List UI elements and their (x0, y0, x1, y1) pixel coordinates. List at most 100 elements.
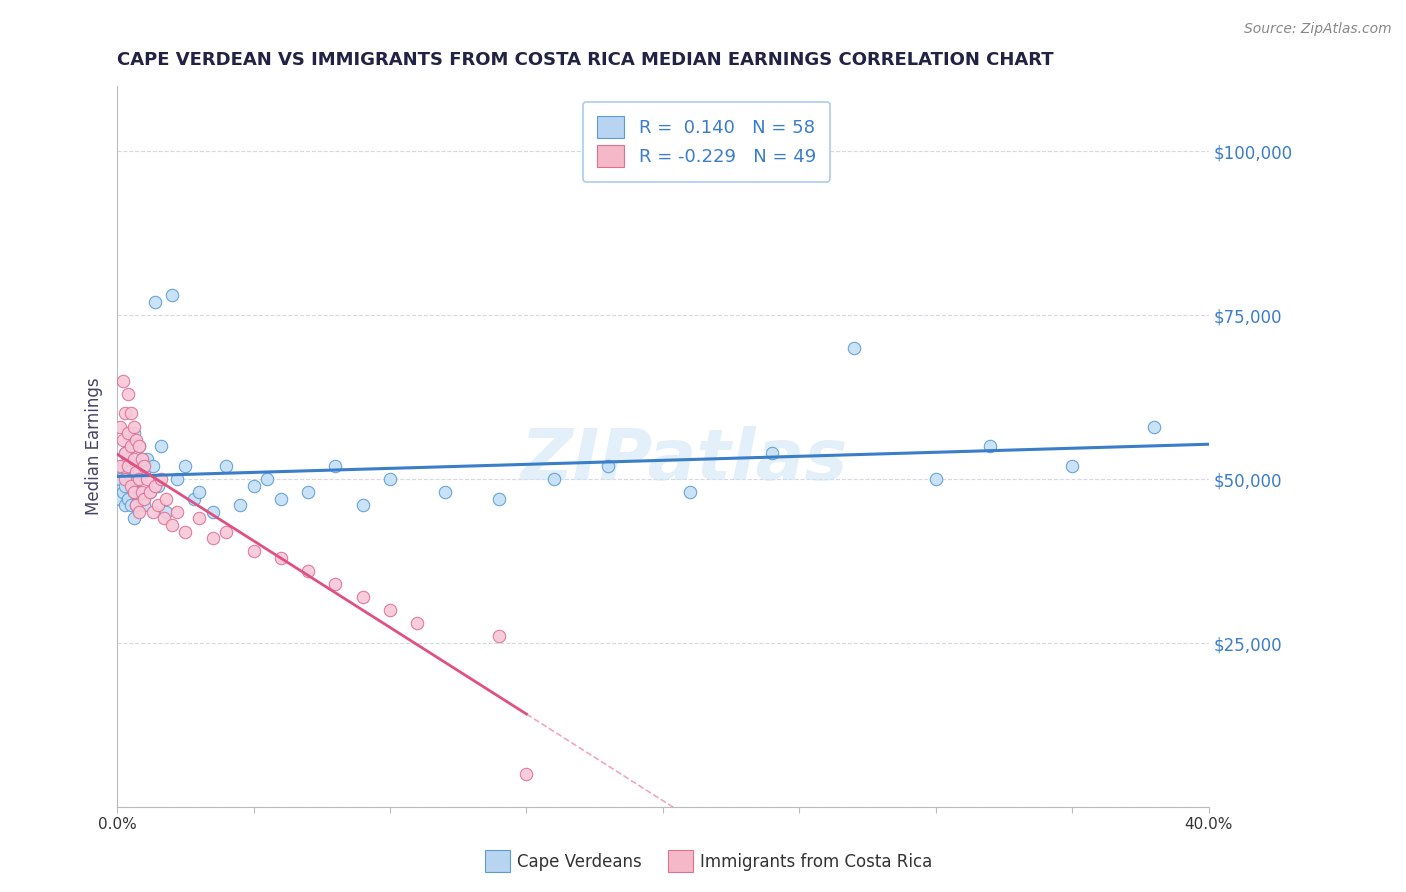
Point (166, 505, 188, 519)
Point (488, 630, 510, 644)
Point (378, 472, 401, 486)
Point (134, 491, 156, 506)
Point (117, 491, 139, 506)
Text: CAPE VERDEAN VS IMMIGRANTS FROM COSTA RICA MEDIAN EARNINGS CORRELATION CHART: CAPE VERDEAN VS IMMIGRANTS FROM COSTA RI… (117, 51, 1054, 69)
Text: Immigrants from Costa Rica: Immigrants from Costa Rica (700, 853, 932, 871)
Point (188, 511, 211, 525)
Point (215, 524, 238, 539)
Point (131, 485, 153, 500)
Point (270, 550, 292, 565)
Point (149, 439, 172, 453)
Point (139, 485, 162, 500)
Point (155, 491, 177, 506)
Point (117, 426, 139, 441)
Point (152, 511, 174, 525)
Point (111, 433, 134, 447)
Point (160, 288, 183, 302)
Point (761, 446, 783, 460)
Point (134, 466, 156, 480)
Point (201, 531, 224, 545)
Point (142, 505, 165, 519)
Point (128, 485, 150, 500)
Point (136, 452, 159, 467)
Point (378, 603, 401, 617)
Point (114, 498, 136, 512)
Point (352, 498, 374, 512)
Point (325, 458, 347, 473)
Point (598, 458, 620, 473)
Point (114, 407, 136, 421)
Point (145, 478, 167, 492)
Point (1143, 419, 1166, 434)
Point (242, 478, 264, 492)
Point (188, 485, 211, 500)
Text: Source: ZipAtlas.com: Source: ZipAtlas.com (1244, 22, 1392, 37)
Point (128, 472, 150, 486)
Point (174, 524, 197, 539)
Text: Cape Verdeans: Cape Verdeans (517, 853, 643, 871)
Point (125, 498, 148, 512)
Point (174, 458, 197, 473)
Point (433, 485, 456, 500)
Point (297, 564, 319, 578)
Point (120, 498, 142, 512)
Point (117, 458, 139, 473)
Point (183, 491, 205, 506)
Legend: R =  0.140   N = 58, R = -0.229   N = 49: R = 0.140 N = 58, R = -0.229 N = 49 (582, 102, 831, 182)
Point (201, 505, 224, 519)
Point (215, 458, 238, 473)
Point (125, 458, 148, 473)
Point (142, 458, 165, 473)
Point (842, 341, 865, 355)
Point (149, 472, 172, 486)
Point (122, 419, 145, 434)
Point (128, 439, 150, 453)
Point (120, 472, 142, 486)
Point (166, 472, 188, 486)
Point (270, 491, 292, 506)
Point (120, 439, 142, 453)
Point (155, 505, 177, 519)
Point (128, 439, 150, 453)
Point (111, 485, 134, 500)
Point (131, 491, 153, 506)
Point (146, 478, 169, 492)
Point (979, 439, 1001, 453)
Point (120, 478, 142, 492)
Point (114, 478, 136, 492)
Point (114, 446, 136, 460)
Point (297, 485, 319, 500)
Point (145, 295, 167, 310)
Point (108, 491, 131, 506)
Point (543, 472, 565, 486)
Point (925, 472, 948, 486)
Point (117, 386, 139, 401)
Point (131, 452, 153, 467)
Point (108, 458, 131, 473)
Point (122, 426, 145, 441)
Point (120, 407, 142, 421)
Point (256, 472, 278, 486)
Point (352, 590, 374, 604)
Point (108, 472, 131, 486)
Point (114, 472, 136, 486)
Point (1062, 458, 1084, 473)
Text: ZIPatlas: ZIPatlas (522, 426, 848, 495)
Point (114, 446, 136, 460)
Point (125, 498, 148, 512)
Point (111, 374, 134, 388)
Point (125, 433, 148, 447)
Point (111, 458, 134, 473)
Point (128, 505, 150, 519)
Point (136, 472, 159, 486)
Point (108, 419, 131, 434)
Point (488, 491, 510, 506)
Point (120, 439, 142, 453)
Point (125, 472, 148, 486)
Point (134, 458, 156, 473)
Point (122, 485, 145, 500)
Point (117, 466, 139, 480)
Point (325, 577, 347, 591)
Point (679, 485, 702, 500)
Point (117, 452, 139, 467)
